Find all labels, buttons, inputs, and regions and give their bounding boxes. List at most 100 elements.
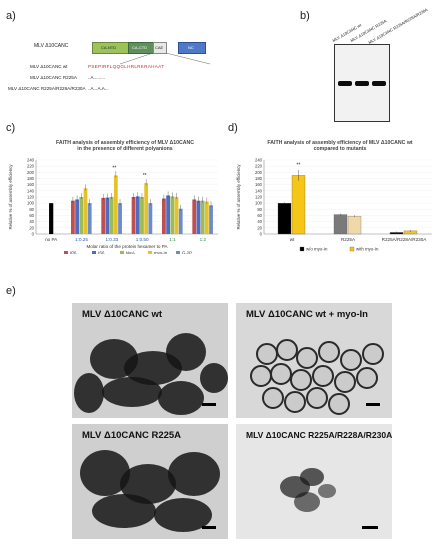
panel-d-label: d) [228, 122, 238, 134]
chart-d-ytick: 220 [255, 164, 263, 169]
zoom-lines [119, 52, 211, 65]
chart-c-bar [192, 199, 197, 234]
chart-c-star: ** [112, 165, 116, 171]
seq-wt: PSEPIRFLQQGLHRLRKRAHAAT [88, 64, 165, 69]
chart-c-bar [170, 196, 175, 234]
chart-c-legend-swatch [148, 251, 152, 255]
chart-c-legend-swatch [120, 251, 124, 255]
chart-c-bar [174, 197, 179, 234]
chart-d-legend-swatch [299, 246, 305, 252]
panel-a-domain-map: MLV Δ10CANC CA-NTD CA-CTD CAE NC MLV Δ10… [8, 30, 250, 100]
chart-c-bar [140, 197, 144, 234]
seq-r225a: ..A......... [88, 75, 106, 80]
chart-c-ylabel: Relative % of assembly efficiency [8, 164, 13, 230]
gel-image [334, 44, 390, 122]
chart-c-bar [118, 203, 122, 234]
chart-c-legend-label: IS6 [98, 251, 105, 255]
chart-c-ytick: 200 [27, 170, 35, 175]
chart-d-ytick: 20 [257, 225, 262, 230]
row-label-r225a: MLV Δ10CANC R225A [30, 75, 77, 80]
seq-triple: ..A...A.A... [88, 86, 109, 91]
construct-title: MLV Δ10CANC [34, 43, 69, 49]
chart-d-bar [347, 215, 362, 235]
chart-c-ytick: 220 [27, 164, 35, 169]
chart-d-ytick: 140 [255, 188, 263, 193]
chart-c-legend-label: IP6 [70, 251, 77, 255]
chart-c-legend-label: G-2P [182, 251, 192, 255]
chart-c-bar [148, 203, 153, 234]
chart-c-bar [135, 196, 140, 234]
chart-c-xtick: no PA [45, 237, 58, 242]
em-image-triple: MLV Δ10CANC R225A/R228A/R230A [236, 424, 392, 539]
chart-d-bar [333, 214, 348, 235]
chart-d-ylabel: Relative % of assembly efficiency [236, 164, 241, 230]
chart-d-legend-label: w/o myo-In [306, 247, 328, 252]
chart-c-ytick: 80 [29, 207, 34, 212]
em-image-wt-myo-in: MLV Δ10CANC wt + myo-In [236, 303, 392, 418]
chart-c-legend-swatch [64, 251, 68, 255]
chart-c-bar [209, 205, 213, 234]
chart-c-bar [204, 201, 209, 234]
chart-c-bar [79, 197, 84, 234]
chart-c-xtick: 1:0.33 [105, 237, 118, 242]
chart-d-xtick: wt [290, 237, 295, 242]
chart-c-bar [109, 197, 114, 234]
chart-d-ytick: 180 [255, 176, 263, 181]
chart-d-svg: Relative % of assembly efficiency 0 204060… [236, 158, 432, 252]
chart-c-bar [71, 200, 75, 234]
panel-b-label: b) [300, 10, 310, 22]
chart-d-xtick: R225A [341, 237, 356, 242]
em-label-wt-myo-in: MLV Δ10CANC wt + myo-In [246, 309, 368, 320]
chart-c-bar [75, 199, 79, 234]
scale-bar [202, 403, 216, 406]
chart-c-ytick: 40 [29, 219, 34, 224]
chart-c-ytick: 240 [27, 158, 35, 163]
panel-c-label: c) [6, 122, 16, 134]
panel-e-label: e) [6, 285, 16, 297]
chart-c-star: ** [143, 173, 147, 179]
em-image-r225a: MLV Δ10CANC R225A [72, 424, 228, 539]
chart-c-bar [200, 200, 205, 234]
chart-c-bar [105, 197, 110, 234]
chart-d-legend-swatch [349, 246, 355, 252]
row-label-triple: MLV Δ10CANC R225A/R228A/R230A [8, 86, 86, 91]
chart-d-ytick: 160 [255, 182, 263, 187]
chart-c-xlabel: Molar ratio of the protein hexamer to PA [86, 244, 168, 249]
chart-c-ytick: 0 [32, 232, 35, 237]
chart-d-ytick: 100 [255, 201, 263, 206]
chart-d-legend-label: with myo-In [356, 247, 379, 252]
chart-c-bar [166, 195, 170, 234]
chart-c-bar [101, 197, 106, 234]
em-image-wt: MLV Δ10CANC wt [72, 303, 228, 418]
chart-c: Relative % of assembly efficiency 0 20 40 60… [6, 154, 224, 256]
chart-c-bar [144, 183, 149, 234]
chart-c-ytick: 180 [27, 176, 35, 181]
em-label-wt: MLV Δ10CANC wt [82, 309, 163, 320]
chart-d-ytick: 200 [255, 170, 263, 175]
chart-c-xtick: 1:2 [200, 237, 207, 242]
row-label-wt: MLV Δ10CANC wt [30, 64, 68, 69]
chart-c-xtick: 1:1 [169, 237, 176, 242]
em-label-r225a: MLV Δ10CANC R225A [82, 430, 182, 441]
chart-c-xtick: 1:0.25 [75, 237, 88, 242]
chart-c-ytick: 20 [29, 225, 34, 230]
chart-c-ytick: 100 [27, 201, 35, 206]
chart-c-legend-swatch [176, 251, 180, 255]
chart-d-ytick: 120 [255, 195, 263, 200]
chart-d-bar [291, 175, 306, 235]
chart-c-ytick: 160 [27, 182, 35, 187]
chart-c-bar-no-pa [49, 203, 54, 234]
chart-c-legend-swatch [92, 251, 96, 255]
chart-d-ytick: 0 [260, 232, 263, 237]
chart-c-bar [178, 208, 183, 234]
chart-c-bar [131, 197, 136, 234]
scale-bar [362, 526, 378, 529]
domain-cae: CAE [153, 42, 167, 54]
chart-d-star: ** [297, 162, 301, 168]
domain-nc: NC [178, 42, 206, 54]
chart-d-ytick: 60 [257, 213, 262, 218]
chart-d-ytick: 240 [255, 158, 263, 163]
chart-c-legend-label: MeA [126, 251, 135, 255]
panel-a-label: a) [6, 10, 16, 22]
chart-c-title: FAITH analysis of assembly efficiency of… [56, 140, 194, 153]
